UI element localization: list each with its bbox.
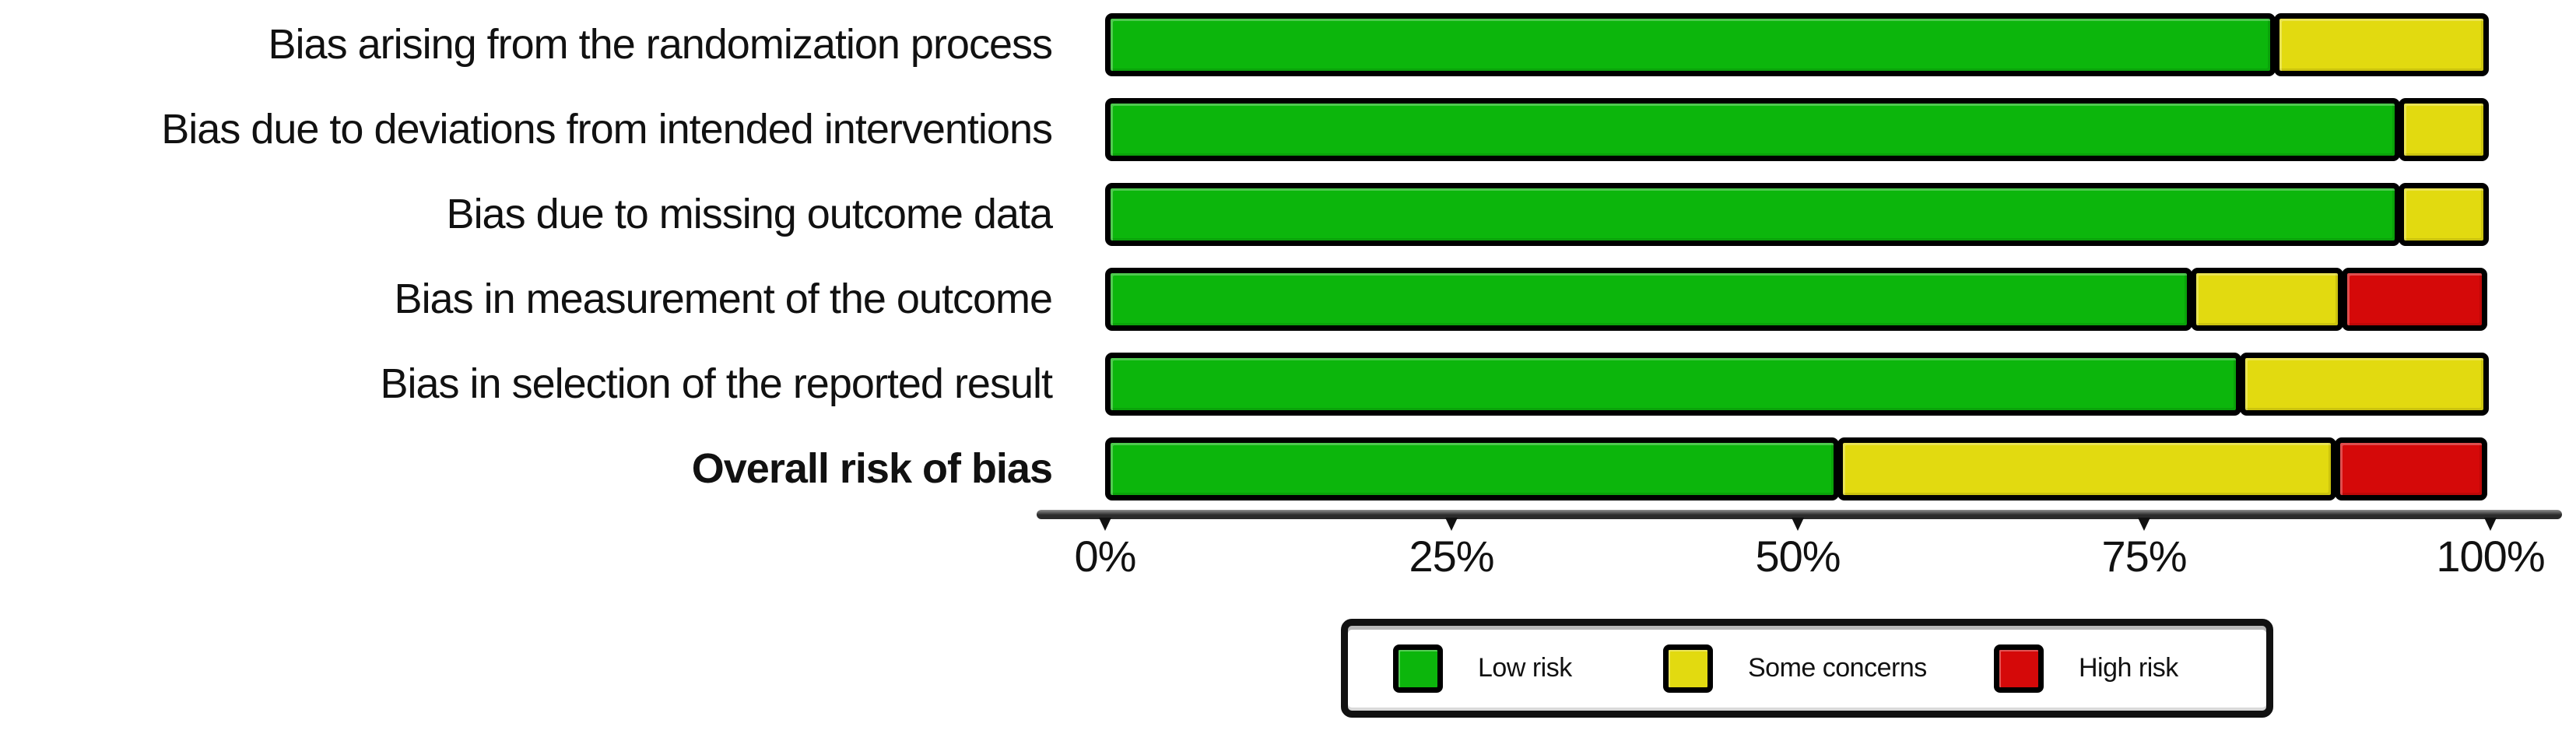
bar-row	[1105, 353, 2490, 416]
bar-segment-some-concerns	[2191, 268, 2344, 331]
x-axis-line	[1037, 510, 2562, 519]
legend-label: Low risk	[1478, 653, 1572, 683]
category-label: Bias in measurement of the outcome	[394, 276, 1053, 322]
bar-row	[1105, 13, 2490, 76]
legend-item: Low risk	[1393, 644, 1572, 693]
bar-segment-high-risk	[2335, 437, 2487, 500]
bar-segment-some-concerns	[2399, 98, 2489, 161]
legend-label: High risk	[2079, 653, 2178, 683]
bar-segment-some-concerns	[2239, 353, 2489, 416]
x-axis-tick-label: 25%	[1409, 532, 1494, 581]
x-axis-tick-label: 75%	[2101, 532, 2187, 581]
bar-row	[1105, 437, 2490, 500]
legend-swatch-low-risk	[1393, 644, 1443, 693]
legend-label: Some concerns	[1748, 653, 1927, 683]
category-label: Bias arising from the randomization proc…	[268, 21, 1053, 68]
bar-segment-low-risk	[1105, 98, 2401, 161]
legend-swatch-high-risk	[1994, 644, 2044, 693]
x-axis-tick	[1445, 518, 1458, 531]
category-label: Bias due to missing outcome data	[446, 191, 1053, 237]
x-axis-tick	[2138, 518, 2150, 531]
category-label: Bias due to deviations from intended int…	[161, 106, 1053, 153]
bar-row	[1105, 183, 2490, 246]
bar-segment-high-risk	[2342, 268, 2487, 331]
legend-box: Low risk Some concerns High risk	[1341, 619, 2273, 718]
category-label: Overall risk of bias	[691, 445, 1053, 492]
x-axis-tick	[1792, 518, 1804, 531]
bar-segment-some-concerns	[2274, 13, 2489, 76]
legend-item: High risk	[1994, 644, 2178, 693]
bar-segment-some-concerns	[1837, 437, 2337, 500]
bar-segment-low-risk	[1105, 268, 2193, 331]
legend-swatch-some-concerns	[1663, 644, 1713, 693]
x-axis-tick-label: 100%	[2436, 532, 2545, 581]
x-axis-tick-label: 0%	[1074, 532, 1137, 581]
bar-segment-low-risk	[1105, 437, 1840, 500]
x-axis-tick-label: 50%	[1755, 532, 1841, 581]
bar-segment-some-concerns	[2399, 183, 2489, 246]
category-label: Bias in selection of the reported result	[380, 360, 1054, 407]
bar-segment-low-risk	[1105, 353, 2241, 416]
x-axis-tick	[2484, 518, 2497, 531]
bar-segment-low-risk	[1105, 183, 2401, 246]
legend-item: Some concerns	[1663, 644, 1927, 693]
bar-row	[1105, 268, 2490, 331]
bar-segment-low-risk	[1105, 13, 2276, 76]
bar-row	[1105, 98, 2490, 161]
x-axis-tick	[1099, 518, 1111, 531]
